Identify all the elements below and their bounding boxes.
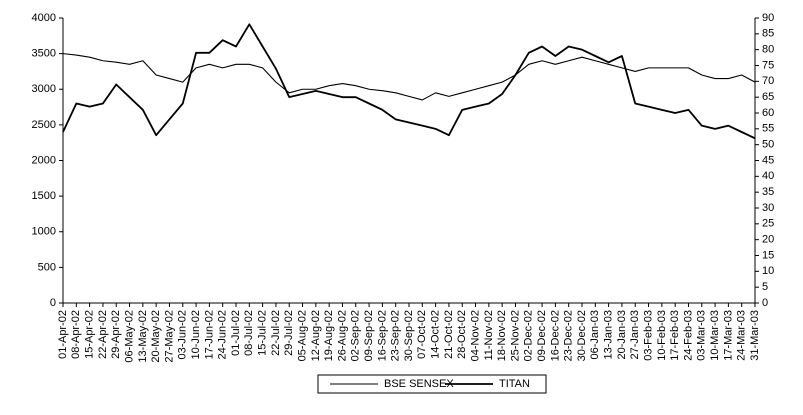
x-tick-label: 03-Jun-02 xyxy=(177,310,189,360)
x-tick-label: 24-Mar-03 xyxy=(736,310,748,361)
y2-tick-label: 50 xyxy=(762,139,774,151)
y2-tick-label: 35 xyxy=(762,186,774,198)
y2-tick-label: 55 xyxy=(762,123,774,135)
x-tick-label: 01-Apr-02 xyxy=(57,310,69,359)
y2-tick-label: 90 xyxy=(762,12,774,24)
series-line xyxy=(62,53,756,101)
x-tick-label: 24-Jun-02 xyxy=(217,310,229,360)
legend-label: TITAN xyxy=(499,378,530,390)
x-tick-label: 14-Oct-02 xyxy=(430,310,442,359)
y2-tick-label: 10 xyxy=(762,265,774,277)
y-tick-label: 3500 xyxy=(32,48,56,60)
x-tick-label: 17-Mar-03 xyxy=(722,310,734,361)
x-tick-label: 08-Apr-02 xyxy=(70,310,82,359)
x-tick-label: 19-Aug-02 xyxy=(323,310,335,361)
y-tick-label: 3000 xyxy=(32,83,56,95)
x-tick-label: 03-Mar-03 xyxy=(696,310,708,361)
x-tick-label: 10-Feb-03 xyxy=(656,310,668,361)
x-tick-label: 25-Nov-02 xyxy=(509,310,521,361)
x-tick-label: 21-Oct-02 xyxy=(443,310,455,359)
y2-tick-label: 25 xyxy=(762,218,774,230)
x-tick-label: 23-Dec-02 xyxy=(563,310,575,361)
x-tick-label: 15-Apr-02 xyxy=(84,310,96,359)
series-line xyxy=(62,23,756,140)
x-tick-label: 11-Nov-02 xyxy=(483,310,495,361)
x-tick-label: 29-Apr-02 xyxy=(110,310,122,359)
x-tick-label: 20-May-02 xyxy=(150,310,162,363)
x-tick-label: 31-Mar-03 xyxy=(749,310,761,361)
x-tick-label: 22-Jul-02 xyxy=(270,310,282,356)
y-tick-label: 500 xyxy=(38,261,56,273)
x-tick-label: 27-Jan-03 xyxy=(629,310,641,360)
y2-tick-label: 40 xyxy=(762,170,774,182)
x-tick-label: 20-Jan-03 xyxy=(616,310,628,360)
y2-tick-label: 65 xyxy=(762,91,774,103)
x-tick-label: 08-Jul-02 xyxy=(243,310,255,356)
x-tick-label: 18-Nov-02 xyxy=(496,310,508,361)
x-tick-label: 16-Dec-02 xyxy=(549,310,561,361)
x-tick-label: 13-May-02 xyxy=(137,310,149,363)
x-tick-label: 03-Feb-03 xyxy=(642,310,654,361)
x-tick-label: 10-Mar-03 xyxy=(709,310,721,361)
y-tick-label: 2000 xyxy=(32,154,56,166)
x-tick-label: 13-Jan-03 xyxy=(603,310,615,360)
x-tick-label: 28-Oct-02 xyxy=(456,310,468,359)
y-tick-label: 4000 xyxy=(32,12,56,24)
x-tick-label: 30-Dec-02 xyxy=(576,310,588,361)
legend-label: BSE SENSEX xyxy=(384,378,454,390)
x-tick-label: 01-Jul-02 xyxy=(230,310,242,356)
x-tick-label: 02-Sep-02 xyxy=(350,310,362,361)
x-tick-label: 04-Nov-02 xyxy=(469,310,481,361)
y-tick-label: 1000 xyxy=(32,226,56,238)
x-tick-label: 05-Aug-02 xyxy=(296,310,308,361)
y2-tick-label: 45 xyxy=(762,154,774,166)
y2-tick-label: 80 xyxy=(762,44,774,56)
x-tick-label: 26-Aug-02 xyxy=(336,310,348,361)
x-tick-label: 17-Jun-02 xyxy=(203,310,215,360)
x-tick-label: 07-Oct-02 xyxy=(416,310,428,359)
y2-tick-label: 5 xyxy=(762,281,768,293)
y2-tick-label: 75 xyxy=(762,59,774,71)
x-tick-label: 09-Sep-02 xyxy=(363,310,375,361)
y2-tick-label: 60 xyxy=(762,107,774,119)
y2-tick-label: 70 xyxy=(762,75,774,87)
x-tick-label: 12-Aug-02 xyxy=(310,310,322,361)
y-tick-label: 0 xyxy=(50,297,56,309)
y-tick-label: 1500 xyxy=(32,190,56,202)
y2-tick-label: 15 xyxy=(762,249,774,261)
x-tick-label: 06-Jan-03 xyxy=(589,310,601,360)
x-tick-label: 23-Sep-02 xyxy=(390,310,402,361)
x-tick-label: 29-Jul-02 xyxy=(283,310,295,356)
y2-tick-label: 0 xyxy=(762,297,768,309)
x-tick-label: 17-Feb-03 xyxy=(669,310,681,361)
x-tick-label: 16-Sep-02 xyxy=(376,310,388,361)
x-tick-label: 27-May-02 xyxy=(163,310,175,363)
x-tick-label: 06-May-02 xyxy=(123,310,135,363)
x-tick-label: 22-Apr-02 xyxy=(97,310,109,359)
x-tick-label: 10-Jun-02 xyxy=(190,310,202,360)
y2-tick-label: 30 xyxy=(762,202,774,214)
legend: BSE SENSEX TITAN xyxy=(317,374,547,394)
x-tick-label: 30-Sep-02 xyxy=(403,310,415,361)
legend-box xyxy=(317,374,547,394)
x-tick-label: 24-Feb-03 xyxy=(682,310,694,361)
y-tick-label: 2500 xyxy=(32,119,56,131)
y2-tick-label: 85 xyxy=(762,28,774,40)
y2-tick-label: 20 xyxy=(762,234,774,246)
x-tick-label: 02-Dec-02 xyxy=(523,310,535,361)
x-tick-label: 09-Dec-02 xyxy=(536,310,548,361)
x-tick-label: 15-Jul-02 xyxy=(257,310,269,356)
